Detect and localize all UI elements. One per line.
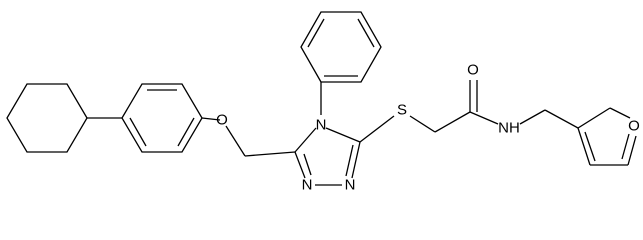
bond — [519, 109, 546, 125]
atom-label: N — [316, 117, 327, 134]
double-bond — [584, 131, 596, 162]
bond — [351, 141, 361, 179]
bond — [627, 135, 637, 166]
double-bond — [307, 18, 325, 48]
phenyl-ring — [300, 11, 382, 83]
bond — [609, 107, 631, 119]
double-bond — [345, 144, 354, 177]
bond — [434, 111, 471, 133]
bond — [359, 115, 395, 143]
bond — [469, 111, 499, 125]
atom-label: NH — [498, 120, 520, 137]
molecule-diagram: O N N N S O NH O — [6, 11, 640, 194]
bond — [577, 127, 591, 166]
bond — [409, 115, 436, 133]
bond — [201, 117, 221, 121]
atom-label: N — [302, 177, 313, 194]
atom-label: O — [467, 62, 479, 79]
double-bond — [129, 117, 147, 147]
double-bond — [621, 133, 630, 160]
atom-label: S — [397, 102, 407, 119]
bond — [544, 109, 579, 129]
double-bond — [357, 18, 375, 48]
bond — [225, 125, 246, 157]
double-bond — [303, 153, 312, 176]
atom-label: O — [216, 112, 228, 129]
bond — [294, 151, 306, 179]
bond — [325, 127, 361, 143]
atom-label: O — [628, 118, 640, 135]
bond — [294, 127, 317, 153]
atom-label: N — [345, 177, 356, 194]
bond — [577, 107, 611, 129]
double-bond — [177, 117, 195, 147]
benzene-ring — [121, 83, 203, 153]
cyclohexane-ring — [6, 83, 88, 153]
bond — [244, 151, 296, 157]
